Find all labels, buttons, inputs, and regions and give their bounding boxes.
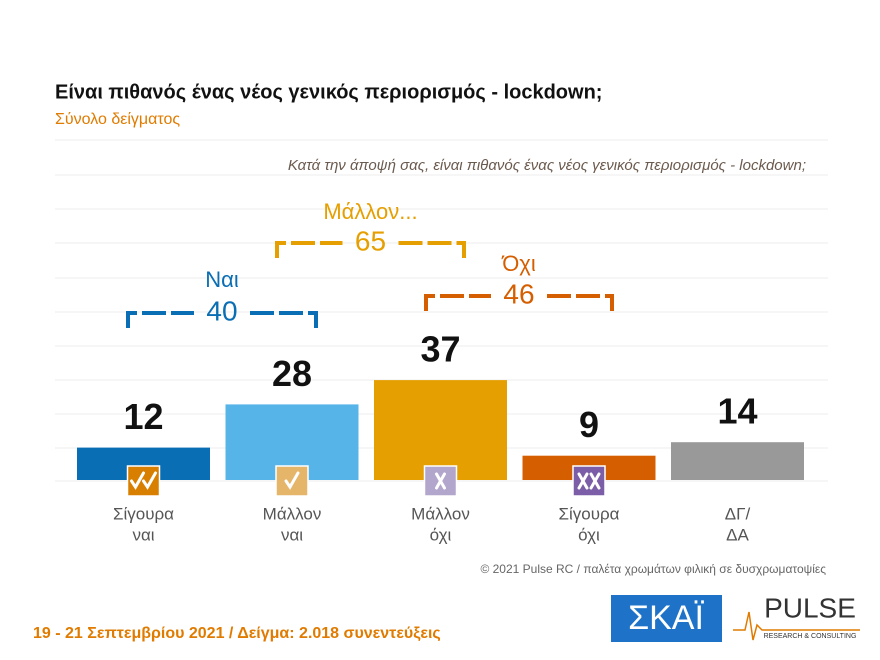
x-tick-label: Σίγουρα: [113, 504, 174, 523]
x-tick-label: όχι: [430, 525, 452, 544]
x-tick-label: ναι: [132, 525, 154, 544]
value-label: 9: [579, 404, 599, 445]
group-label: Ναι: [205, 267, 239, 292]
group-value: 40: [206, 295, 237, 326]
skai-logo: [611, 595, 722, 642]
bracket: [250, 311, 318, 328]
question: Κατά την άποψή σας, είναι πιθανός ένας ν…: [288, 157, 806, 174]
x-tick-label: ναι: [281, 525, 303, 544]
group-label: Όχι: [501, 251, 536, 276]
bracket: [424, 294, 491, 311]
x-tick-label: όχι: [578, 525, 600, 544]
bracket: [398, 241, 466, 258]
icon-cross: [577, 472, 589, 490]
value-label: 37: [420, 329, 460, 370]
icon-check: [142, 471, 157, 490]
bracket: [126, 311, 194, 328]
icon-check: [284, 471, 300, 490]
x-tick-label: Μάλλον: [411, 504, 470, 523]
icon-box: [423, 465, 458, 497]
value-label: 12: [123, 396, 163, 437]
x-tick-label: ΔΑ: [726, 525, 749, 544]
pulse-logo-sub: RESEARCH & CONSULTING: [764, 633, 857, 640]
group-value: 46: [503, 278, 534, 309]
chart-title: Είναι πιθανός ένας νέος γενικός περιορισ…: [55, 81, 602, 103]
value-label: 14: [717, 391, 757, 432]
x-tick-label: Σίγουρα: [558, 504, 619, 523]
pulse-logo: PULSE: [764, 592, 856, 623]
icon-check: [130, 471, 145, 490]
x-tick-label: ΔΓ/: [725, 504, 751, 523]
source: © 2021 Pulse RC / παλέτα χρωμάτων φιλική…: [480, 562, 826, 576]
footer: 19 - 21 Σεπτεμβρίου 2021 / Δείγμα: 2.018…: [33, 625, 441, 642]
icon-box: [572, 465, 606, 497]
chart-subtitle: Σύνολο δείγματος: [55, 111, 180, 128]
pulse-line: [733, 611, 860, 641]
icon-cross: [435, 472, 446, 490]
x-tick-label: Μάλλον: [263, 504, 322, 523]
group-label: Μάλλον...: [323, 199, 417, 224]
icon-cross: [589, 472, 601, 490]
bar: [374, 380, 507, 480]
value-label: 28: [272, 353, 312, 394]
bar: [671, 442, 804, 480]
group-value: 65: [355, 225, 386, 256]
bracket: [547, 294, 614, 311]
skai-logo-text: ΣΚΑΪ: [628, 599, 704, 637]
bracket: [275, 241, 343, 258]
